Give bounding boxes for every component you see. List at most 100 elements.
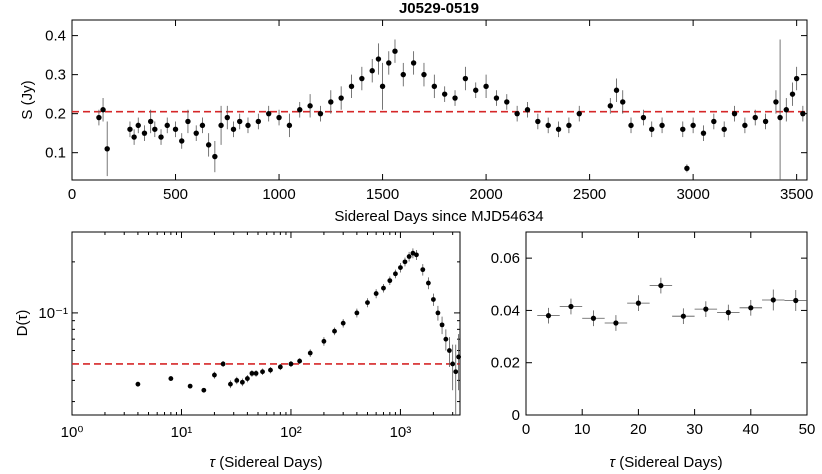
top-data-point (640, 114, 647, 121)
top-data-point (369, 68, 375, 74)
bottom-left-data-point (381, 285, 386, 291)
bottom-left-data-point (268, 367, 273, 373)
top-x-tick-label: 2500 (573, 186, 606, 203)
top-x-tick-label: 1500 (366, 186, 399, 203)
top-data-point (245, 122, 251, 129)
top-data-point (473, 87, 479, 93)
top-data-point (317, 110, 324, 117)
top-x-tick-label: 0 (68, 186, 76, 203)
top-data-point (462, 75, 469, 82)
top-data-point (742, 122, 748, 129)
bottom-right-x-tick-label: 20 (630, 421, 647, 438)
top-data-point (752, 114, 758, 121)
bottom-left-data-point (340, 320, 346, 326)
bottom-left-plot-frame (71, 231, 461, 416)
top-data-point (690, 122, 696, 129)
top-x-axis: 0 500 1000 1500 2000 2500 3000 3500 (68, 20, 813, 203)
top-data-point (218, 122, 224, 129)
bottom-left-panel: 10⁰ 10¹ 10² 10³ 10⁻¹ τ (Sidereal Days) D(τ) (14, 231, 462, 471)
bottom-right-data-point (658, 282, 664, 289)
bottom-right-data-point (680, 313, 686, 319)
top-data-point (431, 83, 438, 90)
top-data-point (421, 71, 427, 78)
bottom-left-x-axis-symbol: τ (209, 454, 216, 471)
top-x-tick-label: 3000 (676, 186, 709, 203)
top-data-point (659, 122, 665, 129)
bottom-left-data-point (297, 358, 303, 364)
top-data-point (700, 130, 707, 136)
bottom-left-data-points (135, 248, 462, 415)
bottom-right-data-point (635, 300, 642, 306)
top-data-point (164, 122, 170, 129)
top-data-point (711, 118, 717, 125)
top-data-point (158, 134, 164, 140)
bottom-left-data-point (439, 322, 445, 328)
top-data-point (545, 122, 551, 129)
bottom-right-x-axis-title: τ (Sidereal Days) (609, 454, 722, 471)
top-data-point (607, 103, 614, 109)
bottom-left-data-point (307, 350, 313, 356)
bottom-right-x-tick-label: 10 (574, 421, 591, 438)
top-data-point (237, 118, 243, 125)
bottom-right-axes: 0 10 20 30 40 50 0 0.02 0.04 0.06 (491, 232, 815, 438)
bottom-left-data-point (220, 361, 226, 367)
top-data-point (172, 126, 179, 132)
bottom-left-x-tick-label: 10³ (390, 424, 412, 441)
top-data-point (576, 110, 582, 117)
top-data-point (152, 126, 158, 132)
bottom-left-data-point (277, 364, 283, 370)
top-data-point (555, 126, 562, 132)
bottom-left-data-point (187, 383, 193, 389)
top-data-point (400, 71, 406, 78)
bottom-left-data-point (249, 370, 255, 376)
top-data-point (375, 56, 382, 62)
top-x-axis-title: Sidereal Days since MJD54634 (334, 208, 543, 225)
top-data-point (286, 122, 293, 129)
top-y-axis: 0.1 0.2 0.3 0.4 (45, 28, 807, 162)
top-data-point (783, 107, 789, 113)
top-data-point (777, 114, 783, 121)
bottom-right-data-point (770, 297, 776, 303)
bottom-left-data-point (168, 376, 174, 381)
top-data-point (628, 122, 634, 129)
top-data-point (265, 110, 272, 117)
top-data-point (193, 130, 199, 136)
top-data-point (135, 122, 141, 129)
bottom-right-data-point (545, 313, 552, 319)
bottom-right-plot-frame (525, 231, 808, 416)
chart-title: J0529-0519 (399, 0, 479, 17)
top-data-point (721, 126, 727, 132)
top-data-point (392, 48, 398, 54)
top-data-point (100, 107, 106, 113)
top-y-tick-label: 0.4 (45, 28, 66, 45)
top-data-point (131, 134, 137, 140)
top-data-point (386, 60, 392, 66)
top-data-points (96, 39, 806, 180)
bottom-left-data-point (354, 310, 360, 316)
bottom-right-y-tick-label: 0 (512, 407, 520, 424)
top-data-point (800, 110, 806, 117)
top-data-point (535, 118, 541, 125)
top-panel: J0529-0519 0.1 0.2 0.3 0.4 0 500 1000 1500 2000… (19, 0, 813, 225)
top-data-point (212, 153, 218, 160)
bottom-right-y-tick-label: 0.06 (491, 250, 520, 267)
top-x-tick-label: 3500 (780, 186, 813, 203)
top-data-point (224, 114, 230, 121)
top-data-point (276, 114, 282, 121)
top-data-point (297, 107, 303, 113)
bottom-left-data-point (212, 372, 217, 378)
top-data-point (199, 122, 206, 129)
bottom-right-data-point (725, 309, 731, 316)
top-y-axis-title: S (Jy) (19, 80, 36, 119)
bottom-left-data-point (398, 265, 403, 271)
top-x-tick-label: 1000 (262, 186, 295, 203)
bottom-left-data-point (135, 381, 141, 387)
top-data-point (147, 118, 154, 125)
bottom-left-data-point (253, 370, 259, 376)
bottom-left-data-point (365, 300, 370, 306)
bottom-right-data-point (613, 320, 619, 326)
top-data-point (348, 83, 355, 90)
bottom-right-data-point (748, 305, 754, 311)
bottom-left-data-point (393, 271, 398, 277)
top-data-point (338, 95, 344, 101)
